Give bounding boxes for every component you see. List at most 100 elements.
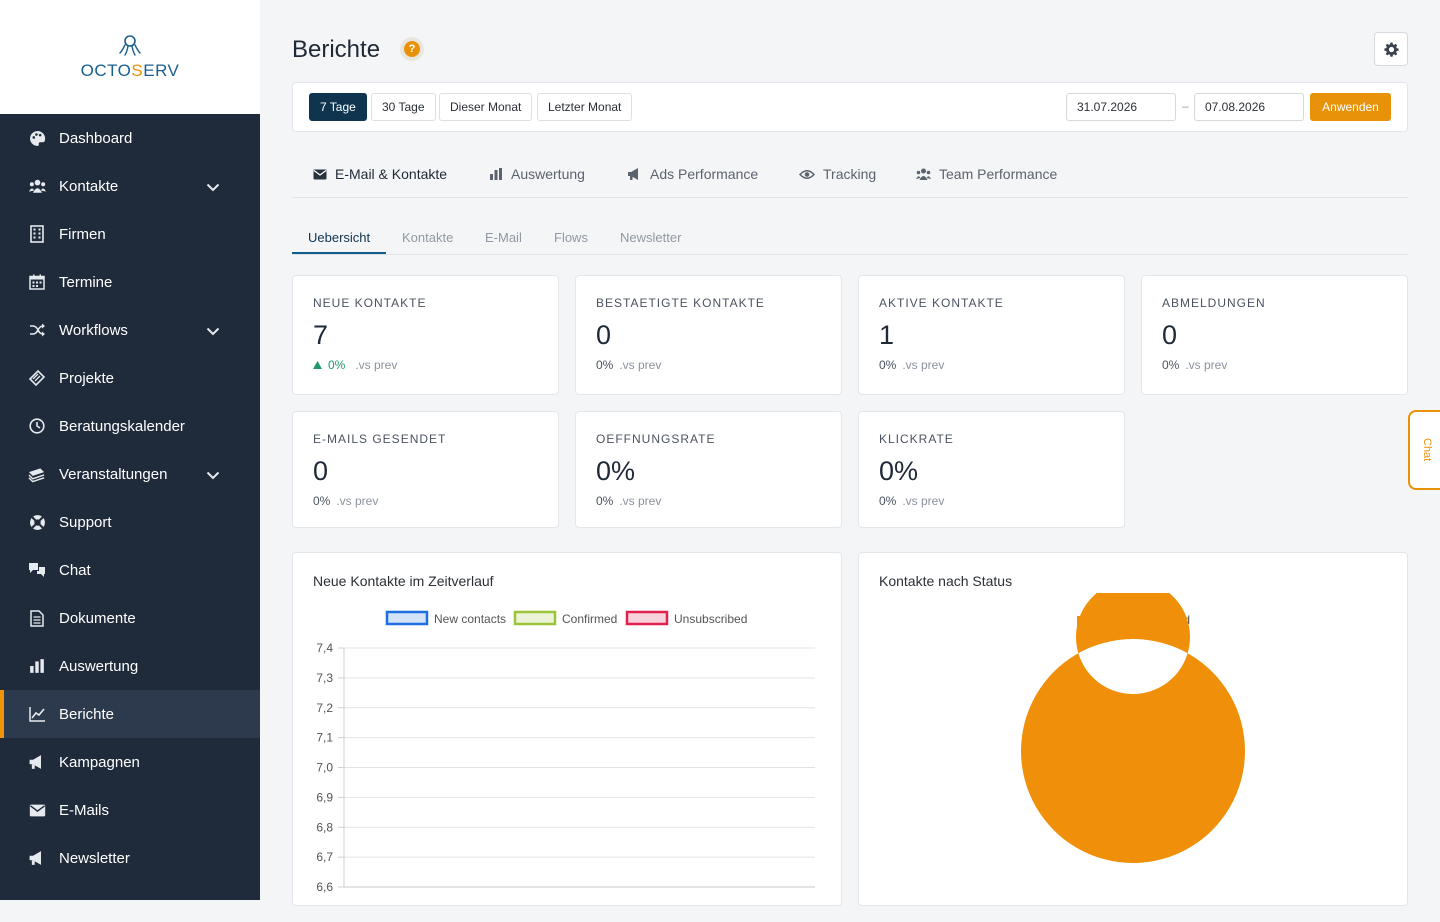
- logo-text: OCTOSERV: [80, 61, 180, 80]
- legend-item-confirmed[interactable]: Confirmed: [513, 610, 617, 626]
- triangle-up-icon: [313, 361, 322, 369]
- kpi-delta: 0% .vs prev: [596, 494, 661, 508]
- subtab-uebersicht[interactable]: Uebersicht: [308, 230, 371, 245]
- kpi-value: 0%: [879, 456, 919, 486]
- status-chart-card: Kontakte nach Status Unconfirmed: [858, 552, 1408, 906]
- donut-slice-unconfirmed[interactable]: [1020, 593, 1245, 863]
- range-30-days-button[interactable]: 30 Tage: [371, 93, 436, 121]
- y-tick-label: 7,2: [316, 701, 333, 715]
- sidebar-item-chat[interactable]: Chat: [0, 546, 260, 594]
- trend-up-indicator: 0%: [313, 358, 345, 372]
- kpi-card-e-mails-gesendet: E-MAILS GESENDET 0 0% .vs prev: [292, 411, 559, 528]
- legend-swatch: [513, 610, 557, 626]
- sidebar-item-kampagnen[interactable]: Kampagnen: [0, 738, 260, 786]
- shuffle-icon: [28, 321, 46, 339]
- sidebar-item-label: Kampagnen: [59, 753, 140, 771]
- page-title: Berichte: [292, 36, 381, 63]
- subtab-email[interactable]: E-Mail: [485, 230, 522, 245]
- sidebar-nav: Dashboard Kontakte Firmen Termine Workflows P…: [0, 114, 260, 882]
- kpi-comparison: .vs prev: [902, 358, 945, 372]
- kpi-value: 1: [879, 320, 895, 350]
- kpi-delta-value: 0%: [596, 358, 614, 372]
- tab-team-performance[interactable]: Team Performance: [916, 166, 1057, 182]
- tab-email-kontakte[interactable]: E-Mail & Kontakte: [313, 166, 447, 182]
- lifebuoy-icon: [28, 513, 46, 531]
- legend-item-new-contacts[interactable]: New contacts: [385, 610, 506, 626]
- chat-icon: [28, 561, 46, 579]
- y-tick-label: 7,0: [316, 761, 333, 775]
- help-button[interactable]: ?: [400, 37, 424, 61]
- y-tick-label: 6,9: [316, 790, 333, 804]
- sidebar-item-beratungskalender[interactable]: Beratungskalender: [0, 402, 260, 450]
- sidebar-item-kontakte[interactable]: Kontakte: [0, 162, 260, 210]
- kpi-label: BESTAETIGTE KONTAKTE: [596, 296, 765, 310]
- kpi-comparison: .vs prev: [1185, 358, 1228, 372]
- chat-toggle-button[interactable]: Chat: [1408, 410, 1440, 490]
- octopus-logo-icon: [119, 35, 141, 56]
- kpi-value: 0: [313, 456, 329, 486]
- kpi-delta-value: 0%: [596, 494, 614, 508]
- y-tick-label: 7,3: [316, 671, 333, 685]
- y-tick-label: 6,7: [316, 850, 333, 864]
- sidebar-item-termine[interactable]: Termine: [0, 258, 260, 306]
- sidebar-item-e-mails[interactable]: E-Mails: [0, 786, 260, 834]
- sidebar-item-label: E-Mails: [59, 801, 110, 819]
- sidebar-item-dokumente[interactable]: Dokumente: [0, 594, 260, 642]
- kpi-card-klickrate: KLICKRATE 0% 0% .vs prev: [858, 411, 1125, 528]
- sidebar-item-workflows[interactable]: Workflows: [0, 306, 260, 354]
- range-last-month-button[interactable]: Letzter Monat: [537, 93, 633, 121]
- chevron-down-icon[interactable]: [206, 467, 220, 484]
- y-tick-label: 7,1: [316, 731, 333, 745]
- sidebar-item-label: Support: [59, 513, 112, 531]
- kpi-comparison: .vs prev: [336, 494, 379, 508]
- chart-title: Kontakte nach Status: [879, 573, 1013, 589]
- date-from-input[interactable]: 31.07.2026: [1066, 93, 1176, 121]
- sidebar-item-support[interactable]: Support: [0, 498, 260, 546]
- kpi-card-aktive-kontakte: AKTIVE KONTAKTE 1 0% .vs prev: [858, 275, 1125, 395]
- kpi-delta-value: 0%: [879, 494, 897, 508]
- kpi-label: OEFFNUNGSRATE: [596, 432, 716, 446]
- sidebar-item-dashboard[interactable]: Dashboard: [0, 114, 260, 162]
- new-contacts-chart-card: Neue Kontakte im Zeitverlauf New contact…: [292, 552, 842, 906]
- chevron-down-icon[interactable]: [206, 179, 220, 196]
- subtab-newsletter[interactable]: Newsletter: [620, 230, 682, 245]
- legend-swatch: [385, 610, 429, 626]
- kpi-value: 0%: [596, 456, 636, 486]
- logo[interactable]: OCTOSERV: [0, 0, 260, 114]
- subtab-kontakte[interactable]: Kontakte: [402, 230, 454, 245]
- legend-item-unsubscribed[interactable]: Unsubscribed: [625, 610, 747, 626]
- palette-icon: [28, 129, 46, 147]
- sidebar-item-firmen[interactable]: Firmen: [0, 210, 260, 258]
- sidebar-item-veranstaltungen[interactable]: Veranstaltungen: [0, 450, 260, 498]
- sidebar-item-label: Newsletter: [59, 849, 130, 867]
- kpi-delta-value: 0%: [313, 494, 331, 508]
- sidebar-item-projekte[interactable]: Projekte: [0, 354, 260, 402]
- apply-button[interactable]: Anwenden: [1310, 93, 1391, 121]
- eye-icon: [799, 169, 815, 180]
- date-separator: –: [1182, 99, 1189, 113]
- kpi-value: 0: [1162, 320, 1178, 350]
- tab-ads-performance[interactable]: Ads Performance: [627, 166, 758, 182]
- kpi-delta: 0% .vs prev: [313, 358, 397, 372]
- tab-tracking[interactable]: Tracking: [799, 166, 876, 182]
- range-7-days-button[interactable]: 7 Tage: [309, 93, 367, 121]
- kpi-comparison: .vs prev: [902, 494, 945, 508]
- chevron-down-icon[interactable]: [206, 323, 220, 340]
- sidebar-item-newsletter[interactable]: Newsletter: [0, 834, 260, 882]
- sidebar-item-label: Beratungskalender: [59, 417, 185, 435]
- date-to-input[interactable]: 07.08.2026: [1194, 93, 1304, 121]
- sidebar-item-auswertung[interactable]: Auswertung: [0, 642, 260, 690]
- kpi-delta-value: 0%: [879, 358, 897, 372]
- settings-button[interactable]: [1374, 32, 1408, 66]
- sidebar-item-label: Chat: [59, 561, 91, 579]
- sidebar-item-berichte[interactable]: Berichte: [0, 690, 260, 738]
- range-this-month-button[interactable]: Dieser Monat: [439, 93, 533, 121]
- tab-auswertung[interactable]: Auswertung: [489, 166, 585, 182]
- line-chart-icon: [28, 705, 46, 723]
- sidebar-item-label: Dashboard: [59, 129, 133, 147]
- subtab-flows[interactable]: Flows: [554, 230, 588, 245]
- sidebar-item-label: Projekte: [59, 369, 115, 387]
- kpi-label: AKTIVE KONTAKTE: [879, 296, 1004, 310]
- sidebar-item-label: Dokumente: [59, 609, 136, 627]
- chart-title: Neue Kontakte im Zeitverlauf: [313, 573, 494, 589]
